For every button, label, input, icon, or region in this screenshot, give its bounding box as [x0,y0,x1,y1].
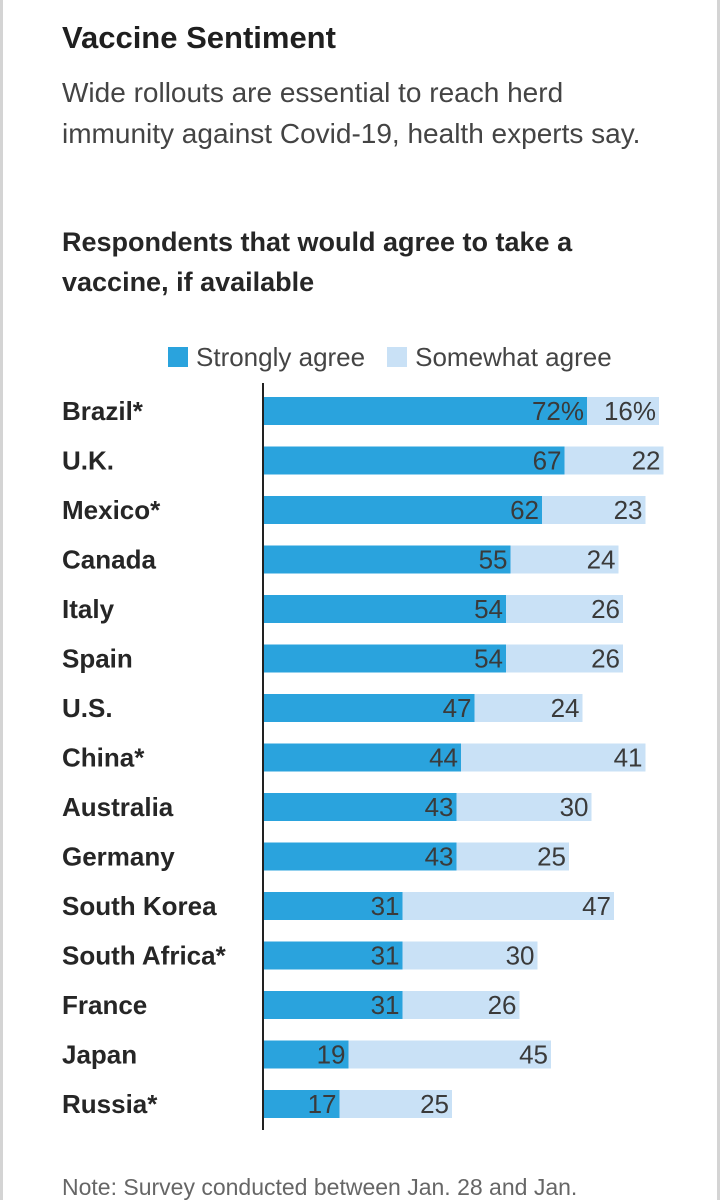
value-label-somewhat-agree: 24 [551,693,580,723]
chart-title: Respondents that would agree to take a v… [62,227,573,297]
value-label-somewhat-agree: 25 [537,842,566,872]
bar-strongly-agree [263,397,587,425]
bar-somewhat-agree [402,892,614,920]
category-label: Spain [62,644,133,674]
value-label-strongly-agree: 43 [425,792,454,822]
category-label: Australia [62,792,174,822]
bar-somewhat-agree [542,496,646,524]
bar-somewhat-agree [461,743,646,772]
page-subtitle: Wide rollouts are essential to reach her… [62,77,641,149]
category-label: Canada [62,545,156,575]
category-label: Germany [62,842,175,872]
category-label: Japan [62,1040,137,1070]
value-label-somewhat-agree: 23 [614,495,643,525]
value-label-somewhat-agree: 45 [519,1040,548,1070]
bar-strongly-agree [263,892,403,920]
category-label: Italy [62,594,115,624]
bar-somewhat-agree [339,1090,452,1118]
bar-somewhat-agree [456,842,569,871]
chart-legend: Strongly agree Somewhat agree [168,340,634,374]
category-label: Russia* [62,1089,158,1119]
legend-item-somewhat-agree: Somewhat agree [387,342,612,373]
category-label: Mexico* [62,495,161,525]
category-label: South Korea [62,891,217,921]
value-label-strongly-agree: 54 [474,594,503,624]
value-label-strongly-agree: 31 [371,941,400,971]
category-label: South Africa* [62,941,227,971]
value-label-strongly-agree: 19 [317,1040,346,1070]
legend-swatch-somewhat-agree [387,347,408,367]
bar-strongly-agree [263,991,403,1019]
value-label-strongly-agree: 44 [429,743,458,773]
right-border [717,0,720,1200]
bar-strongly-agree [263,743,461,772]
bar-strongly-agree [263,595,506,623]
footnote: Note: Survey conducted between Jan. 28 a… [62,1174,578,1200]
value-label-somewhat-agree: 26 [591,644,620,674]
bar-strongly-agree [263,1090,340,1118]
value-label-somewhat-agree: 26 [591,594,620,624]
value-label-strongly-agree: 54 [474,644,503,674]
bar-somewhat-agree [506,595,623,623]
value-label-strongly-agree: 31 [371,990,400,1020]
value-label-strongly-agree: 72% [532,396,584,426]
bar-strongly-agree [263,545,511,574]
value-label-somewhat-agree: 24 [587,545,616,575]
value-label-strongly-agree: 47 [443,693,472,723]
bar-somewhat-agree [402,991,520,1019]
bar-somewhat-agree [456,793,592,821]
value-label-somewhat-agree: 25 [420,1089,449,1119]
bar-strongly-agree [263,644,506,673]
bar-strongly-agree [263,496,542,524]
page-title: Vaccine Sentiment [62,20,336,55]
category-label: France [62,990,147,1020]
value-label-strongly-agree: 55 [479,545,508,575]
category-label: U.K. [62,446,114,476]
bar-strongly-agree [263,1040,349,1069]
bar-strongly-agree [263,446,565,475]
bar-strongly-agree [263,694,475,722]
bar-strongly-agree [263,793,457,821]
bar-somewhat-agree [506,644,623,673]
category-label: China* [62,743,145,773]
bar-strongly-agree [263,842,457,871]
value-label-strongly-agree: 17 [308,1089,337,1119]
value-label-somewhat-agree: 26 [488,990,517,1020]
bar-somewhat-agree [510,545,619,574]
legend-label-somewhat-agree: Somewhat agree [415,341,612,372]
value-label-strongly-agree: 62 [510,495,539,525]
category-label: U.S. [62,693,113,723]
value-label-strongly-agree: 31 [371,891,400,921]
value-label-somewhat-agree: 30 [506,941,535,971]
legend-swatch-strongly-agree [168,347,188,367]
bar-strongly-agree [263,941,403,970]
value-label-somewhat-agree: 47 [582,891,611,921]
value-label-strongly-agree: 43 [425,842,454,872]
value-label-somewhat-agree: 41 [614,743,643,773]
left-border [0,0,3,1200]
value-label-somewhat-agree: 30 [560,792,589,822]
legend-label-strongly-agree: Strongly agree [196,341,366,372]
bar-somewhat-agree [564,446,664,475]
category-label: Brazil* [62,396,144,426]
bar-somewhat-agree [474,694,583,722]
value-label-somewhat-agree: 16% [604,396,656,426]
legend-item-strongly-agree: Strongly agree [168,342,365,373]
bar-somewhat-agree [402,941,538,970]
value-label-somewhat-agree: 22 [632,446,661,476]
value-label-strongly-agree: 67 [533,446,562,476]
bar-somewhat-agree [587,397,659,425]
bar-somewhat-agree [348,1040,551,1069]
